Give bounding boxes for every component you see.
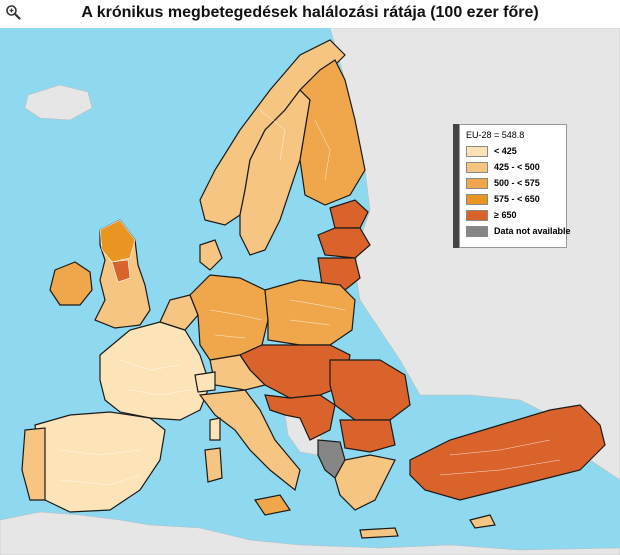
europe-choropleth-map bbox=[0, 28, 620, 555]
legend-item: 425 - < 500 bbox=[466, 161, 566, 175]
region-corsica bbox=[209, 417, 221, 441]
map-legend: EU-28 = 548.8 < 425 425 - < 500 500 - < … bbox=[459, 124, 571, 248]
region-greece bbox=[334, 454, 396, 511]
region-italy bbox=[198, 389, 301, 492]
legend-swatch bbox=[466, 210, 488, 221]
legend-label: 425 - < 500 bbox=[494, 162, 540, 172]
region-bulgaria bbox=[339, 419, 396, 453]
legend-item: < 425 bbox=[466, 145, 566, 159]
region-scotland bbox=[99, 219, 136, 263]
legend-swatch bbox=[466, 226, 488, 237]
region-uk-north bbox=[111, 259, 131, 283]
region-latvia bbox=[317, 227, 371, 259]
region-switzerland bbox=[194, 371, 216, 393]
region-ireland bbox=[49, 261, 93, 306]
legend-swatch bbox=[466, 162, 488, 173]
legend-item: ≥ 650 bbox=[466, 209, 566, 223]
region-lithuania bbox=[317, 257, 361, 291]
legend-item: 575 - < 650 bbox=[466, 193, 566, 207]
regional-borders bbox=[59, 109, 561, 486]
legend-label: 575 - < 650 bbox=[494, 194, 540, 204]
legend-swatch bbox=[466, 194, 488, 205]
region-crete bbox=[359, 527, 399, 539]
region-sardinia bbox=[204, 447, 223, 483]
legend-label: 500 - < 575 bbox=[494, 178, 540, 188]
region-denmark bbox=[199, 239, 223, 271]
legend-item: 500 - < 575 bbox=[466, 177, 566, 191]
region-sicily bbox=[254, 494, 291, 516]
legend-label: ≥ 650 bbox=[494, 210, 517, 220]
title-bar: A krónikus megbetegedések halálozási rát… bbox=[0, 0, 620, 28]
non-eu-land-africa bbox=[0, 511, 620, 555]
region-turkey bbox=[409, 404, 606, 501]
magnifier-zoom-icon[interactable] bbox=[5, 4, 21, 20]
region-portugal bbox=[21, 427, 46, 501]
region-estonia bbox=[329, 199, 369, 229]
region-cyprus bbox=[469, 514, 496, 529]
region-poland bbox=[264, 279, 356, 346]
map-title: A krónikus megbetegedések halálozási rát… bbox=[81, 4, 539, 21]
legend-reference-value: EU-28 = 548.8 bbox=[466, 130, 525, 140]
region-finland bbox=[299, 59, 366, 206]
non-eu-land-iceland bbox=[24, 84, 93, 121]
legend-item: Data not available bbox=[466, 225, 571, 239]
legend-label: Data not available bbox=[494, 226, 571, 236]
region-croatia bbox=[264, 394, 336, 441]
legend-swatch bbox=[466, 146, 488, 157]
legend-swatch bbox=[466, 178, 488, 189]
legend-label: < 425 bbox=[494, 146, 517, 156]
legend-strip bbox=[453, 124, 459, 248]
